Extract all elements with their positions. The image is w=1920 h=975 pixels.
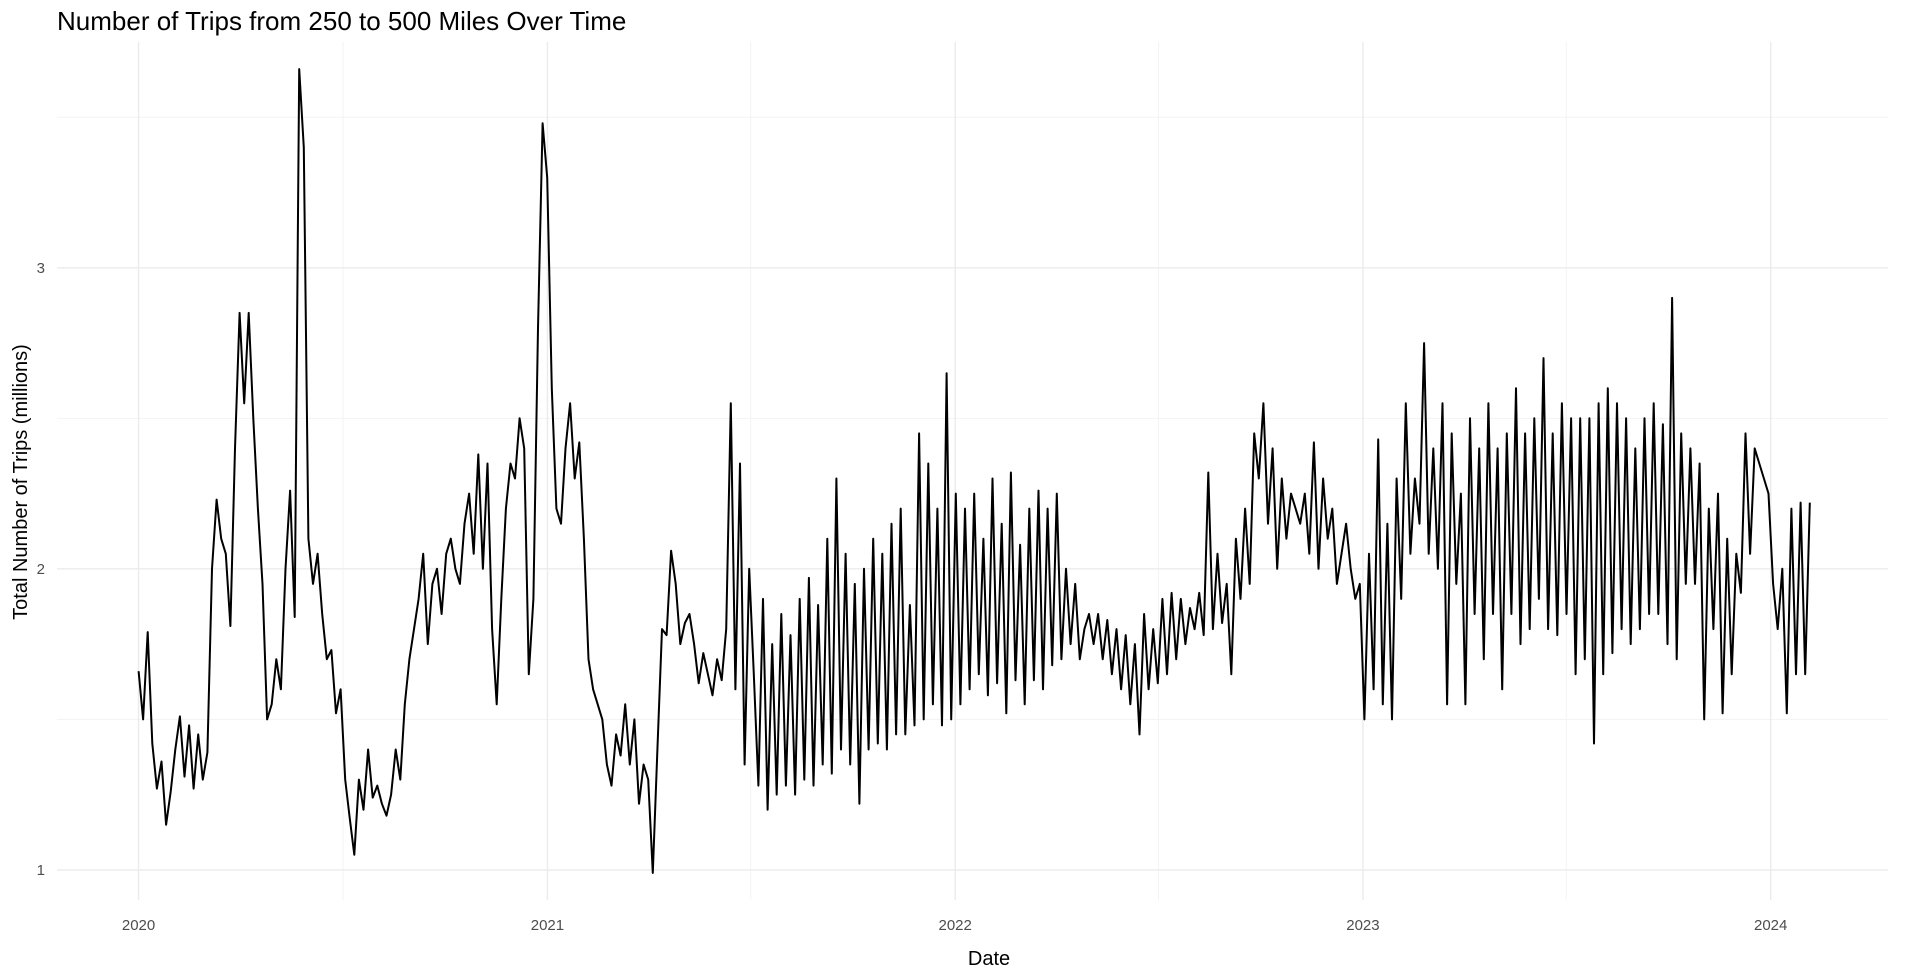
- chart-title: Number of Trips from 250 to 500 Miles Ov…: [57, 6, 626, 36]
- x-tick-label: 2020: [122, 917, 155, 934]
- y-axis-title: Total Number of Trips (millions): [10, 344, 32, 620]
- x-tick-label: 2022: [938, 917, 971, 934]
- y-axis-ticks: 1 2 3: [37, 260, 45, 879]
- x-axis-title: Date: [968, 948, 1010, 970]
- x-tick-label: 2021: [531, 917, 564, 934]
- x-tick-label: 2023: [1346, 917, 1379, 934]
- y-tick-label: 2: [37, 561, 45, 578]
- x-tick-label: 2024: [1754, 917, 1787, 934]
- y-tick-label: 1: [37, 862, 45, 879]
- gridlines: [57, 42, 1888, 900]
- series-layer: [137, 68, 1811, 874]
- x-axis-ticks: 2020 2021 2022 2023 2024: [122, 917, 1788, 934]
- series-line: [137, 68, 1811, 874]
- y-tick-label: 3: [37, 260, 45, 277]
